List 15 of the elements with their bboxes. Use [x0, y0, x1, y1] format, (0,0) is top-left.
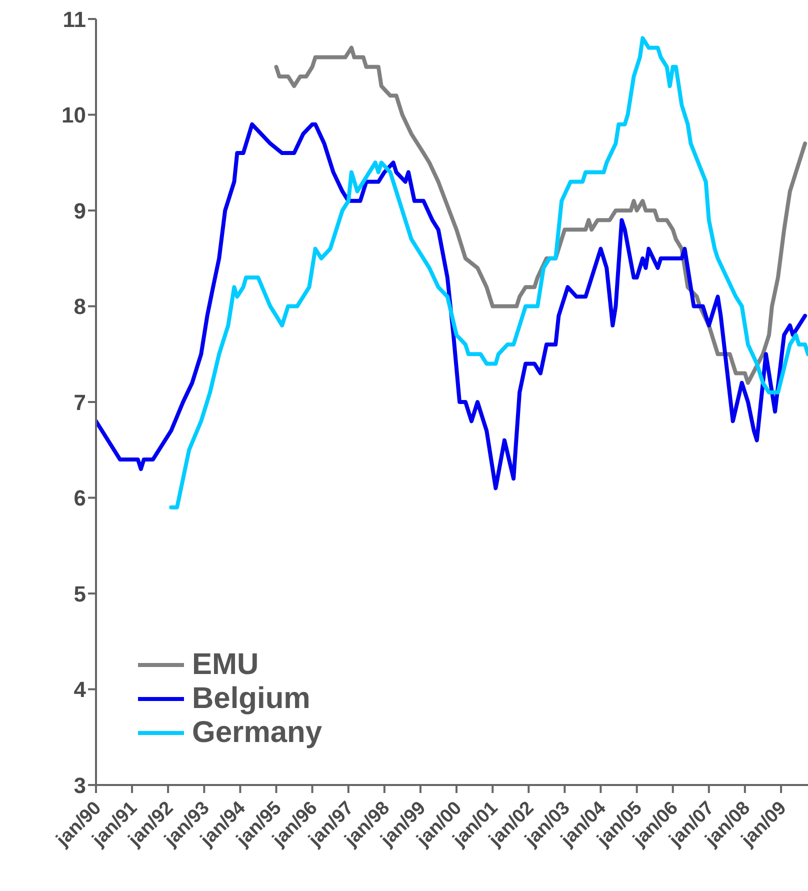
- y-tick-label: 11: [62, 6, 86, 32]
- y-tick-label: 3: [74, 772, 86, 798]
- y-tick-label: 9: [74, 198, 86, 224]
- line-series: [96, 122, 808, 490]
- y-tick-label: 4: [74, 677, 87, 702]
- line-series: [274, 46, 808, 385]
- legend-label: Germany: [192, 716, 322, 750]
- line-series: [169, 36, 808, 510]
- y-tick-label: 6: [74, 486, 86, 511]
- legend-label: Belgium: [192, 682, 310, 716]
- y-tick-label: 7: [74, 390, 86, 415]
- y-tick-label: 10: [62, 102, 86, 128]
- legend-label: EMU: [192, 648, 259, 682]
- y-tick-label: 5: [74, 581, 86, 606]
- y-tick-label: 8: [74, 294, 86, 320]
